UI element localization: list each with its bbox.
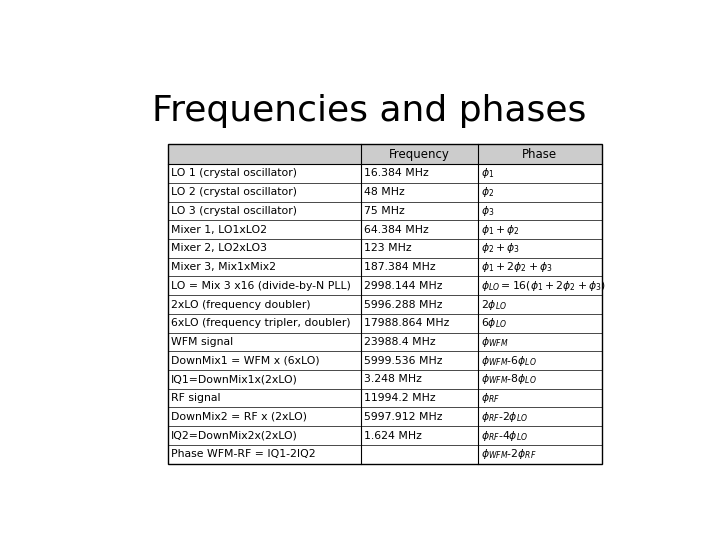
Text: 64.384 MHz: 64.384 MHz [364,225,428,235]
Text: $\phi_1$: $\phi_1$ [481,166,495,180]
Text: 5996.288 MHz: 5996.288 MHz [364,300,443,309]
Text: 3.248 MHz: 3.248 MHz [364,374,422,384]
Text: DownMix1 = WFM x (6xLO): DownMix1 = WFM x (6xLO) [171,356,320,366]
Text: $\phi_1+2\phi_2+\phi_3$: $\phi_1+2\phi_2+\phi_3$ [481,260,553,274]
Text: Mixer 1, LO1xLO2: Mixer 1, LO1xLO2 [171,225,267,235]
Text: 2998.144 MHz: 2998.144 MHz [364,281,443,291]
Bar [168,144,601,164]
Text: 17988.864 MHz: 17988.864 MHz [364,318,449,328]
Text: Phase: Phase [522,147,557,160]
Text: WFM signal: WFM signal [171,337,233,347]
Text: Frequency: Frequency [389,147,450,160]
Text: $\phi_{RF}$-$2\phi_{LO}$: $\phi_{RF}$-$2\phi_{LO}$ [481,410,528,424]
Text: 23988.4 MHz: 23988.4 MHz [364,337,436,347]
Text: 5997.912 MHz: 5997.912 MHz [364,412,443,422]
Text: $\phi_{RF}$: $\phi_{RF}$ [481,391,500,405]
Text: $\phi_{RF}$-$4\phi_{LO}$: $\phi_{RF}$-$4\phi_{LO}$ [481,429,528,443]
Text: $6\phi_{LO}$: $6\phi_{LO}$ [481,316,507,330]
Text: LO = Mix 3 x16 (divide-by-N PLL): LO = Mix 3 x16 (divide-by-N PLL) [171,281,351,291]
Text: 16.384 MHz: 16.384 MHz [364,168,428,179]
Text: 6xLO (frequency tripler, doubler): 6xLO (frequency tripler, doubler) [171,318,351,328]
Text: LO 1 (crystal oscillator): LO 1 (crystal oscillator) [171,168,297,179]
Text: $\phi_{WFM}$-$2\phi_{RF}$: $\phi_{WFM}$-$2\phi_{RF}$ [481,447,537,461]
Text: LO 2 (crystal oscillator): LO 2 (crystal oscillator) [171,187,297,197]
Text: Phase WFM-RF = IQ1-2IQ2: Phase WFM-RF = IQ1-2IQ2 [171,449,315,460]
Text: $\phi_2+\phi_3$: $\phi_2+\phi_3$ [481,241,521,255]
Text: RF signal: RF signal [171,393,220,403]
Text: IQ2=DownMix2x(2xLO): IQ2=DownMix2x(2xLO) [171,430,298,441]
Text: $\phi_{WFM}$-$6\phi_{LO}$: $\phi_{WFM}$-$6\phi_{LO}$ [481,354,537,368]
Text: $\phi_{WFM}$: $\phi_{WFM}$ [481,335,508,349]
Text: Mixer 3, Mix1xMix2: Mixer 3, Mix1xMix2 [171,262,276,272]
Text: $\phi_3$: $\phi_3$ [481,204,495,218]
Text: DownMix2 = RF x (2xLO): DownMix2 = RF x (2xLO) [171,412,307,422]
Text: 187.384 MHz: 187.384 MHz [364,262,436,272]
Text: LO 3 (crystal oscillator): LO 3 (crystal oscillator) [171,206,297,216]
Text: 48 MHz: 48 MHz [364,187,405,197]
Text: IQ1=DownMix1x(2xLO): IQ1=DownMix1x(2xLO) [171,374,298,384]
Text: $\phi_{LO}=16(\phi_1+2\phi_2+\phi_3)$: $\phi_{LO}=16(\phi_1+2\phi_2+\phi_3)$ [481,279,606,293]
Text: $\phi_1+\phi_2$: $\phi_1+\phi_2$ [481,222,520,237]
Text: 75 MHz: 75 MHz [364,206,405,216]
Text: 1.624 MHz: 1.624 MHz [364,430,422,441]
Text: 2xLO (frequency doubler): 2xLO (frequency doubler) [171,300,310,309]
Text: Frequencies and phases: Frequencies and phases [152,94,586,128]
Text: Mixer 2, LO2xLO3: Mixer 2, LO2xLO3 [171,244,267,253]
Text: $2\phi_{LO}$: $2\phi_{LO}$ [481,298,507,312]
Text: $\phi_{WFM}$-$8\phi_{LO}$: $\phi_{WFM}$-$8\phi_{LO}$ [481,373,537,387]
Text: 123 MHz: 123 MHz [364,244,412,253]
Text: 11994.2 MHz: 11994.2 MHz [364,393,436,403]
Text: $\phi_2$: $\phi_2$ [481,185,495,199]
Text: 5999.536 MHz: 5999.536 MHz [364,356,443,366]
